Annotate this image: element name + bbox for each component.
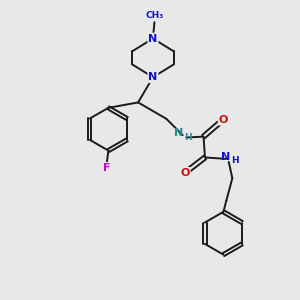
Text: CH₃: CH₃	[146, 11, 164, 20]
Text: N: N	[174, 128, 184, 138]
Text: O: O	[180, 168, 190, 178]
Text: F: F	[103, 163, 110, 173]
Text: H: H	[184, 133, 192, 142]
Text: N: N	[148, 72, 158, 82]
Text: H: H	[231, 156, 238, 165]
Text: N: N	[148, 34, 158, 44]
Text: N: N	[221, 152, 230, 162]
Text: O: O	[219, 115, 228, 125]
